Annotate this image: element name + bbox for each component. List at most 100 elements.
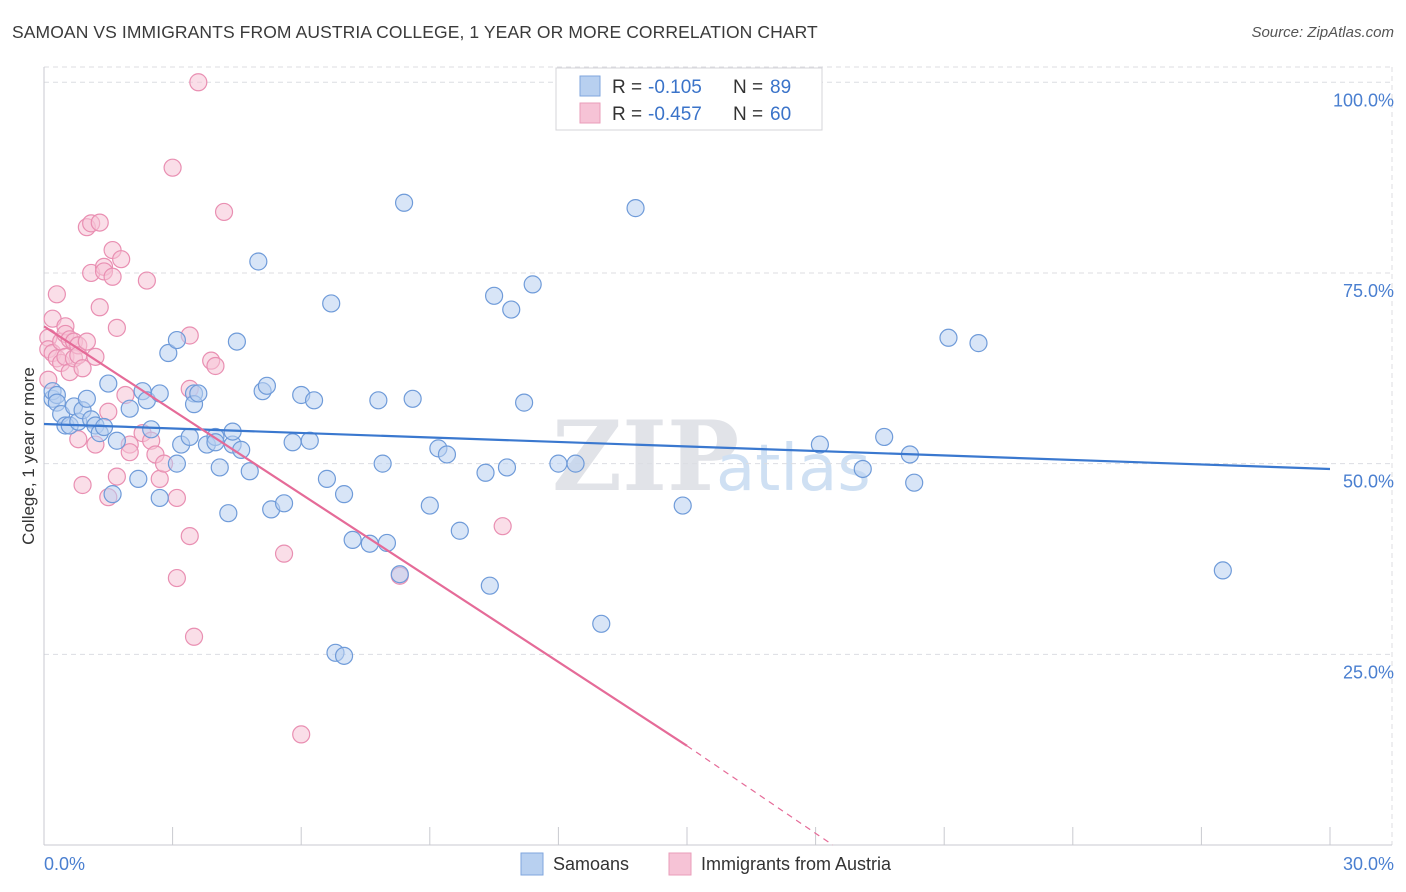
watermark-atlas: atlas — [716, 432, 871, 506]
austria-point — [112, 250, 131, 269]
series-samoans-points — [43, 193, 1232, 665]
bottom-legend-swatch-samoans — [520, 852, 544, 876]
samoan-point — [150, 488, 169, 508]
samoan-point — [99, 374, 118, 393]
austria-point — [90, 213, 109, 232]
samoan-point — [274, 494, 294, 513]
samoan-point — [502, 300, 521, 319]
samoan-point — [167, 330, 186, 350]
austria-point — [107, 318, 126, 337]
samoan-point — [939, 328, 958, 347]
samoan-point — [673, 496, 692, 515]
samoan-point — [142, 420, 161, 439]
samoan-point — [129, 469, 148, 488]
y-tick-label-75: 75.0% — [1343, 281, 1394, 301]
samoan-point — [300, 431, 319, 450]
samoan-point — [334, 485, 354, 504]
samoan-point — [515, 393, 534, 412]
samoan-point — [322, 294, 341, 313]
bottom-legend: Samoans Immigrants from Austria — [520, 852, 892, 876]
legend-r-label-2: R = — [612, 104, 642, 125]
watermark-zip: ZIP — [552, 400, 739, 513]
samoan-point — [592, 614, 611, 633]
austria-point — [77, 332, 96, 351]
samoan-point — [420, 496, 439, 515]
austria-point — [167, 568, 186, 588]
austria-point — [274, 544, 294, 563]
samoans-trend-line — [43, 422, 1331, 471]
legend-n-value-2: 60 — [770, 104, 791, 125]
bottom-legend-austria: Immigrants from Austria — [701, 854, 892, 874]
y-tick-label-50: 50.0% — [1343, 472, 1394, 492]
legend-n-label-1: N = — [733, 77, 763, 98]
austria-point — [86, 347, 105, 366]
samoan-point — [853, 459, 872, 479]
samoan-point — [120, 399, 139, 418]
austria-point — [292, 725, 311, 744]
samoan-point — [107, 431, 126, 450]
legend-box: R = -0.105 N = 89 R = -0.457 N = 60 — [555, 67, 823, 131]
samoan-point — [485, 286, 504, 305]
austria-trend-extension — [686, 745, 834, 846]
samoan-point — [549, 454, 568, 473]
y-tick-label-100: 100.0% — [1333, 90, 1394, 110]
x-tick-min: 0.0% — [44, 854, 85, 874]
samoan-point — [227, 332, 246, 351]
samoan-point — [373, 454, 392, 473]
austria-point — [47, 285, 66, 304]
legend-swatch-blue — [579, 75, 601, 97]
grid-lines — [44, 66, 1393, 845]
samoan-point — [810, 435, 829, 454]
series-austria-points — [39, 73, 512, 744]
samoan-point — [626, 199, 645, 218]
austria-point — [206, 356, 225, 376]
samoan-point — [566, 454, 585, 473]
samoan-point — [969, 334, 988, 353]
austria-point — [150, 469, 169, 488]
legend-r-label-1: R = — [612, 77, 642, 98]
legend-swatch-pink — [579, 102, 601, 124]
samoan-point — [304, 391, 324, 410]
samoan-point — [257, 376, 277, 395]
legend-n-label-2: N = — [733, 104, 763, 125]
samoan-point — [167, 454, 186, 473]
austria-point — [73, 475, 92, 495]
samoan-point — [369, 391, 388, 410]
austria-point — [163, 158, 182, 177]
samoan-point — [1213, 561, 1232, 580]
samoan-point — [240, 462, 259, 481]
austria-point — [120, 443, 139, 462]
samoan-point — [103, 485, 122, 504]
samoan-point — [210, 458, 229, 477]
samoan-point — [343, 530, 362, 550]
legend-n-value-1: 89 — [770, 77, 791, 98]
chart-title: SAMOAN VS IMMIGRANTS FROM AUSTRIA COLLEG… — [12, 22, 818, 42]
austria-point — [214, 202, 234, 222]
samoan-point — [480, 576, 499, 595]
samoan-point — [189, 384, 208, 403]
axes — [43, 67, 1392, 846]
y-tick-label-25: 25.0% — [1343, 662, 1394, 682]
samoan-point — [523, 275, 542, 294]
source-label: Source: ZipAtlas.com — [1251, 24, 1394, 41]
samoan-point — [476, 463, 495, 482]
samoan-point — [390, 565, 409, 584]
samoan-point — [317, 469, 337, 488]
samoan-point — [497, 458, 517, 477]
bottom-legend-samoans: Samoans — [553, 854, 629, 874]
legend-r-value-1: -0.105 — [648, 77, 702, 98]
x-tick-max: 30.0% — [1343, 854, 1394, 874]
samoan-point — [219, 504, 238, 523]
austria-point — [103, 267, 122, 286]
samoan-point — [283, 433, 302, 452]
austria-point — [90, 298, 109, 317]
samoan-point — [450, 521, 469, 540]
samoan-point — [905, 473, 924, 492]
bottom-legend-swatch-austria — [668, 852, 692, 876]
austria-point — [99, 402, 118, 421]
y-tick-labels: 25.0% 50.0% 75.0% 100.0% — [1333, 90, 1394, 682]
samoan-point — [180, 427, 199, 447]
austria-point — [184, 627, 204, 646]
austria-point — [189, 73, 208, 92]
legend-r-value-2: -0.457 — [648, 104, 702, 125]
